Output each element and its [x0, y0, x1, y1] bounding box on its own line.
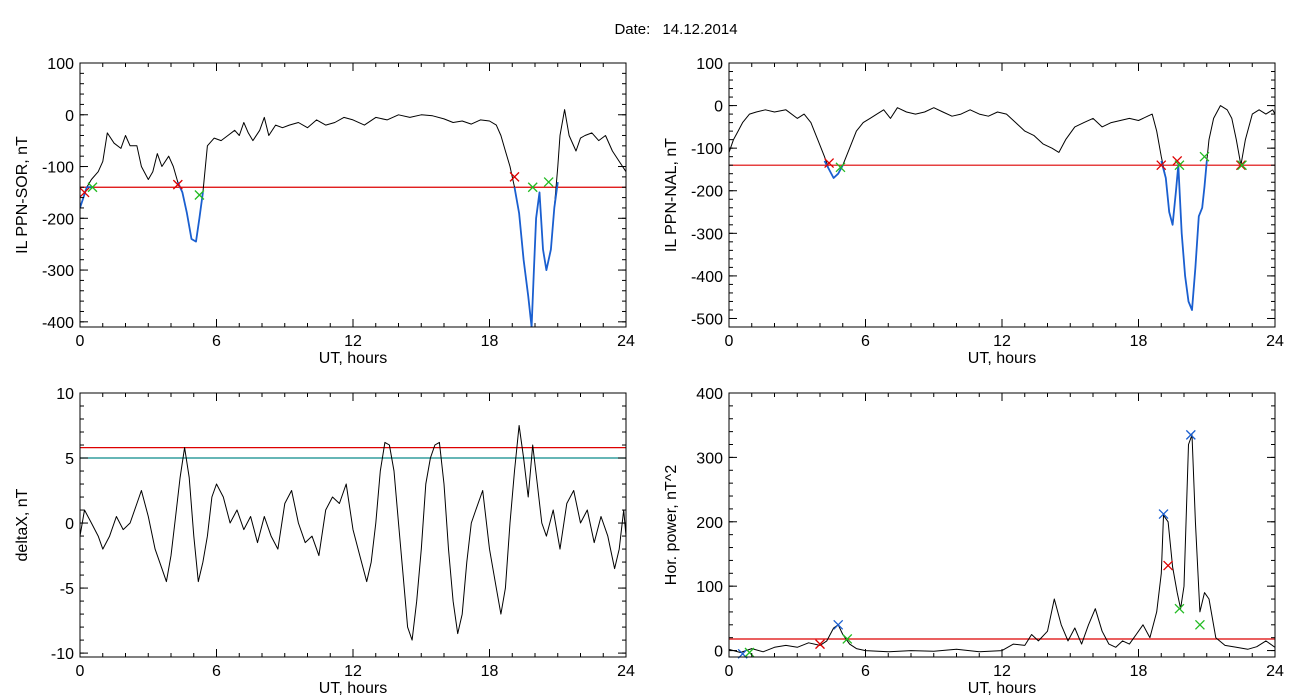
- event-marker: [1237, 160, 1247, 171]
- x-axis-label: UT, hours: [968, 680, 1036, 697]
- x-tick-label: 24: [617, 333, 635, 350]
- figure-title: Date: 14.12.2014: [614, 21, 737, 38]
- panel-hor-power: 0 6 12 18 24 400 300 200 100 0 UT, hours Hor. power…: [663, 386, 1284, 697]
- y-tick-label: 0: [65, 108, 74, 125]
- x-tick-label: 12: [993, 663, 1011, 680]
- event-marker: [1185, 429, 1196, 440]
- y-tick-label: 100: [696, 56, 723, 73]
- event-marker: [87, 182, 98, 193]
- panel-sor: 0 6 12 18 24 100 0 -100 -200 -300 -400 UT, hours IL …: [14, 56, 635, 367]
- y-tick-label: -200: [42, 211, 74, 228]
- y-tick-label: 200: [696, 515, 723, 532]
- x-tick-label: 24: [617, 663, 635, 680]
- event-marker: [527, 182, 538, 193]
- series-line: [729, 105, 1275, 311]
- y-tick-label: 0: [714, 644, 723, 661]
- y-tick-label: -400: [691, 269, 723, 286]
- x-tick-label: 6: [212, 663, 221, 680]
- y-tick-label: 0: [65, 516, 74, 533]
- y-tick-label: 100: [696, 579, 723, 596]
- x-axis-label: UT, hours: [319, 680, 387, 697]
- event-marker: [835, 162, 846, 173]
- y-tick-label: -200: [691, 184, 723, 201]
- event-marker: [194, 190, 205, 200]
- event-marker: [1199, 151, 1210, 162]
- event-marker: [509, 171, 520, 182]
- series-line: [80, 109, 626, 327]
- x-tick-label: 12: [344, 333, 362, 350]
- x-tick-label: 18: [481, 663, 499, 680]
- date-value: 14.12.2014: [662, 21, 737, 38]
- y-axis-label: Hor. power, nT^2: [663, 465, 680, 586]
- x-axis-label: UT, hours: [319, 350, 387, 367]
- event-marker: [1235, 160, 1246, 171]
- x-tick-label: 24: [1266, 663, 1284, 680]
- y-tick-label: -300: [691, 226, 723, 243]
- x-tick-label: 18: [1130, 333, 1148, 350]
- panel-nal: 0 6 12 18 24 100 0 -100 -200 -300 -400 -500 UT, hour…: [663, 56, 1284, 367]
- event-segment: [176, 181, 204, 243]
- x-tick-label: 6: [212, 333, 221, 350]
- event-segment: [513, 181, 559, 327]
- series-line: [729, 434, 1275, 653]
- x-tick-label: 0: [725, 663, 734, 680]
- x-axis-label: UT, hours: [968, 350, 1036, 367]
- y-tick-label: -100: [42, 160, 74, 177]
- event-marker: [824, 158, 835, 169]
- y-tick-label: 10: [56, 386, 74, 403]
- x-tick-label: 0: [76, 663, 85, 680]
- x-tick-label: 0: [76, 333, 85, 350]
- y-tick-label: 400: [696, 386, 723, 403]
- x-tick-label: 6: [861, 663, 870, 680]
- event-marker: [833, 619, 844, 630]
- event-marker: [842, 634, 853, 644]
- event-segment: [823, 160, 844, 179]
- y-tick-label: -300: [42, 263, 74, 280]
- x-tick-label: 0: [725, 333, 734, 350]
- x-tick-label: 6: [861, 333, 870, 350]
- y-axis-label: IL PPN-NAL, nT: [663, 138, 680, 252]
- event-marker: [172, 179, 183, 190]
- event-marker: [815, 639, 825, 650]
- y-tick-label: -500: [691, 311, 723, 328]
- event-marker: [1156, 160, 1167, 171]
- plot-frame: [79, 62, 627, 328]
- y-tick-label: 0: [714, 99, 723, 116]
- date-label: Date:: [614, 21, 650, 38]
- y-tick-label: 300: [696, 450, 723, 467]
- y-tick-label: -10: [51, 646, 74, 663]
- y-axis-label: IL PPN-SOR, nT: [14, 136, 31, 254]
- x-tick-label: 18: [481, 333, 499, 350]
- event-marker: [1174, 603, 1185, 614]
- x-tick-label: 12: [993, 333, 1011, 350]
- event-marker: [543, 177, 554, 188]
- y-tick-label: -400: [42, 315, 74, 332]
- x-tick-label: 18: [1130, 663, 1148, 680]
- x-tick-label: 12: [344, 663, 362, 680]
- event-marker: [1158, 509, 1169, 520]
- y-axis-label: deltaX, nT: [14, 488, 31, 561]
- event-marker: [79, 187, 90, 198]
- x-tick-label: 24: [1266, 333, 1284, 350]
- event-marker: [1174, 160, 1185, 171]
- event-segment: [1160, 160, 1208, 311]
- y-tick-label: -5: [60, 581, 74, 598]
- y-tick-label: -100: [691, 141, 723, 158]
- event-marker: [1163, 560, 1174, 571]
- series-line: [80, 425, 626, 641]
- event-marker: [744, 647, 755, 658]
- event-marker: [1194, 619, 1205, 630]
- plot-frame: [79, 392, 627, 658]
- y-tick-label: 5: [65, 451, 74, 468]
- y-tick-label: 100: [47, 56, 74, 73]
- panel-deltax: 0 6 12 18 24 10 5 0 -5 -10 UT, hours deltaX, nT: [14, 386, 635, 697]
